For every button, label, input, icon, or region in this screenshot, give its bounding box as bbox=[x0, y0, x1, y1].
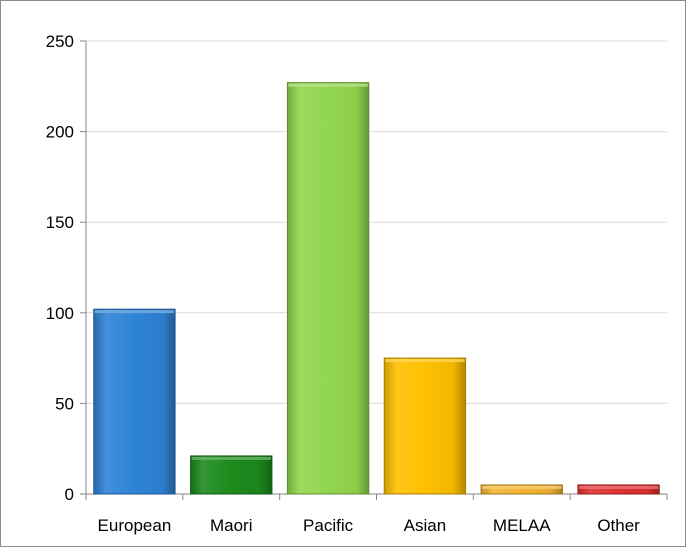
y-tick-label: 200 bbox=[46, 123, 74, 142]
x-tick-label: Pacific bbox=[303, 516, 354, 535]
bar-asian bbox=[383, 357, 467, 495]
bar-maori bbox=[190, 455, 273, 495]
y-tick-label: 250 bbox=[46, 32, 74, 51]
gridlines bbox=[86, 40, 667, 404]
bar-pacific bbox=[286, 82, 370, 495]
bar-highlight bbox=[482, 485, 562, 489]
x-tick-label: European bbox=[98, 516, 172, 535]
x-tick-label: Other bbox=[597, 516, 640, 535]
bar-other bbox=[577, 484, 660, 495]
labels: 0 50 100 150 200 250 European Maori Pacific Asian… bbox=[46, 32, 641, 535]
x-tick-label: Asian bbox=[404, 516, 447, 535]
bar-melaa bbox=[480, 484, 563, 495]
bar-highlight bbox=[94, 310, 175, 314]
bars bbox=[93, 82, 660, 495]
y-tick-label: 50 bbox=[55, 394, 74, 413]
bar-european bbox=[93, 308, 176, 495]
bar-highlight bbox=[288, 83, 368, 87]
y-tick-label: 150 bbox=[46, 213, 74, 232]
y-tick-label: 100 bbox=[46, 304, 74, 323]
bar-highlight bbox=[578, 485, 659, 489]
x-tick-label: MELAA bbox=[493, 516, 551, 535]
x-tick-label: Maori bbox=[210, 516, 253, 535]
bar-highlight bbox=[191, 456, 271, 460]
y-tick-label: 0 bbox=[65, 485, 74, 504]
bar-highlight bbox=[385, 359, 465, 363]
axes bbox=[80, 40, 668, 500]
